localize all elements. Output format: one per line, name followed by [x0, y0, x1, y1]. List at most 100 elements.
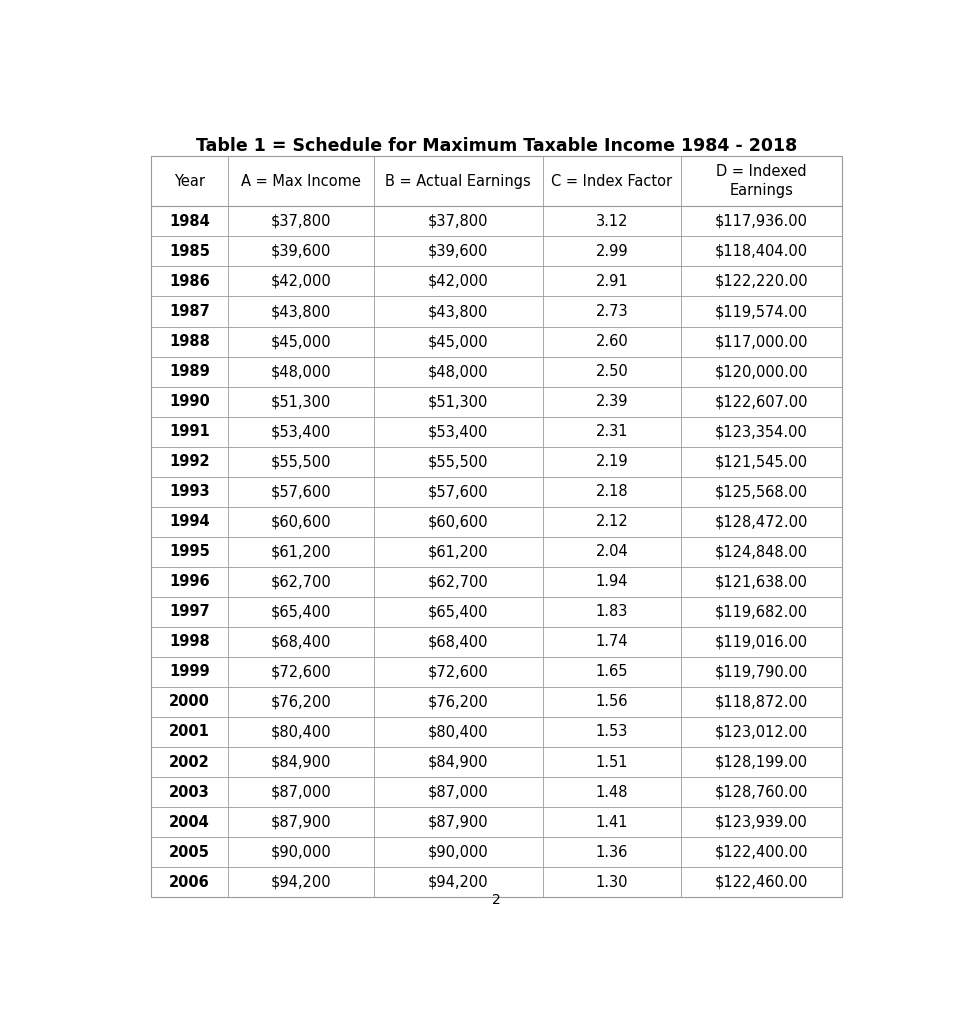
Text: $62,700: $62,700 [428, 574, 488, 590]
Text: $57,600: $57,600 [428, 484, 488, 500]
Text: $84,900: $84,900 [270, 755, 331, 769]
Text: $53,400: $53,400 [428, 424, 488, 439]
Text: $68,400: $68,400 [270, 635, 331, 649]
Text: $119,574.00: $119,574.00 [715, 304, 808, 319]
Text: 2.91: 2.91 [595, 274, 628, 289]
Text: Year: Year [174, 174, 205, 188]
Text: 2006: 2006 [170, 874, 210, 890]
Text: $80,400: $80,400 [428, 725, 488, 739]
Text: 1.53: 1.53 [596, 725, 628, 739]
Text: $119,790.00: $119,790.00 [715, 665, 808, 679]
Text: 1986: 1986 [170, 274, 210, 289]
Text: 1990: 1990 [170, 394, 210, 410]
Text: $123,939.00: $123,939.00 [715, 814, 808, 829]
Text: B = Actual Earnings: B = Actual Earnings [386, 174, 531, 188]
Text: $43,800: $43,800 [428, 304, 488, 319]
Text: D = Indexed
Earnings: D = Indexed Earnings [716, 165, 807, 198]
Text: 2: 2 [492, 893, 501, 907]
Text: 2.73: 2.73 [595, 304, 628, 319]
Text: $122,460.00: $122,460.00 [715, 874, 808, 890]
Text: 2.99: 2.99 [595, 244, 628, 259]
Text: 2001: 2001 [170, 725, 210, 739]
Text: $37,800: $37,800 [428, 214, 488, 229]
Text: 2.50: 2.50 [595, 365, 628, 379]
Text: $118,404.00: $118,404.00 [715, 244, 808, 259]
Text: 1995: 1995 [170, 545, 210, 559]
Text: $72,600: $72,600 [270, 665, 331, 679]
Text: $122,607.00: $122,607.00 [715, 394, 808, 410]
Text: $62,700: $62,700 [270, 574, 331, 590]
Text: $42,000: $42,000 [270, 274, 331, 289]
Text: 2000: 2000 [170, 694, 210, 710]
Text: 1988: 1988 [170, 334, 210, 349]
Text: $65,400: $65,400 [428, 604, 488, 620]
Text: $53,400: $53,400 [270, 424, 331, 439]
Text: $128,199.00: $128,199.00 [715, 755, 808, 769]
Text: 1996: 1996 [170, 574, 210, 590]
Text: Table 1 = Schedule for Maximum Taxable Income 1984 - 2018: Table 1 = Schedule for Maximum Taxable I… [196, 137, 797, 155]
Text: $55,500: $55,500 [428, 455, 488, 469]
Text: 1999: 1999 [170, 665, 210, 679]
Text: 2003: 2003 [170, 784, 210, 800]
Text: C = Index Factor: C = Index Factor [551, 174, 672, 188]
Text: 1.83: 1.83 [596, 604, 628, 620]
Text: $42,000: $42,000 [428, 274, 488, 289]
Text: $84,900: $84,900 [428, 755, 488, 769]
Text: $125,568.00: $125,568.00 [715, 484, 808, 500]
Text: $90,000: $90,000 [270, 845, 331, 859]
Text: $45,000: $45,000 [428, 334, 488, 349]
Text: $121,638.00: $121,638.00 [715, 574, 808, 590]
Text: $128,760.00: $128,760.00 [715, 784, 808, 800]
Text: 1.65: 1.65 [596, 665, 628, 679]
Text: 2.31: 2.31 [596, 424, 628, 439]
Text: $87,000: $87,000 [270, 784, 331, 800]
Text: 2.18: 2.18 [595, 484, 628, 500]
Text: 1997: 1997 [170, 604, 210, 620]
Text: $123,354.00: $123,354.00 [715, 424, 808, 439]
Text: 2.04: 2.04 [595, 545, 628, 559]
Text: $37,800: $37,800 [270, 214, 331, 229]
Text: 2002: 2002 [170, 755, 210, 769]
Text: $55,500: $55,500 [270, 455, 331, 469]
Text: 2.39: 2.39 [596, 394, 628, 410]
Text: $87,900: $87,900 [270, 814, 331, 829]
Text: 1.56: 1.56 [596, 694, 628, 710]
Text: 1987: 1987 [170, 304, 210, 319]
Text: $119,016.00: $119,016.00 [715, 635, 808, 649]
Text: $51,300: $51,300 [428, 394, 488, 410]
Text: $61,200: $61,200 [270, 545, 331, 559]
Text: $94,200: $94,200 [270, 874, 331, 890]
Text: $120,000.00: $120,000.00 [715, 365, 808, 379]
Text: $87,900: $87,900 [428, 814, 488, 829]
Text: 1991: 1991 [170, 424, 210, 439]
Text: $65,400: $65,400 [270, 604, 331, 620]
Text: 2005: 2005 [170, 845, 210, 859]
Text: $39,600: $39,600 [428, 244, 488, 259]
Text: $121,545.00: $121,545.00 [715, 455, 808, 469]
Text: $76,200: $76,200 [270, 694, 331, 710]
Text: 1.51: 1.51 [596, 755, 628, 769]
Text: $43,800: $43,800 [270, 304, 331, 319]
Text: 1992: 1992 [170, 455, 210, 469]
Text: $60,600: $60,600 [270, 514, 331, 529]
Text: $72,600: $72,600 [428, 665, 488, 679]
Text: $124,848.00: $124,848.00 [715, 545, 808, 559]
Text: 1984: 1984 [170, 214, 210, 229]
Text: $76,200: $76,200 [428, 694, 488, 710]
Text: $48,000: $48,000 [270, 365, 331, 379]
Text: $57,600: $57,600 [270, 484, 331, 500]
Text: $117,936.00: $117,936.00 [715, 214, 808, 229]
Text: 1989: 1989 [170, 365, 210, 379]
Text: $39,600: $39,600 [270, 244, 331, 259]
Text: 1.48: 1.48 [596, 784, 628, 800]
Text: 2004: 2004 [170, 814, 210, 829]
Text: $68,400: $68,400 [428, 635, 488, 649]
Text: 1.41: 1.41 [596, 814, 628, 829]
Text: $119,682.00: $119,682.00 [715, 604, 808, 620]
Text: $80,400: $80,400 [270, 725, 331, 739]
Text: 1.36: 1.36 [596, 845, 628, 859]
Text: $90,000: $90,000 [428, 845, 488, 859]
Text: $60,600: $60,600 [428, 514, 488, 529]
Text: $94,200: $94,200 [428, 874, 488, 890]
Text: A = Max Income: A = Max Income [241, 174, 360, 188]
